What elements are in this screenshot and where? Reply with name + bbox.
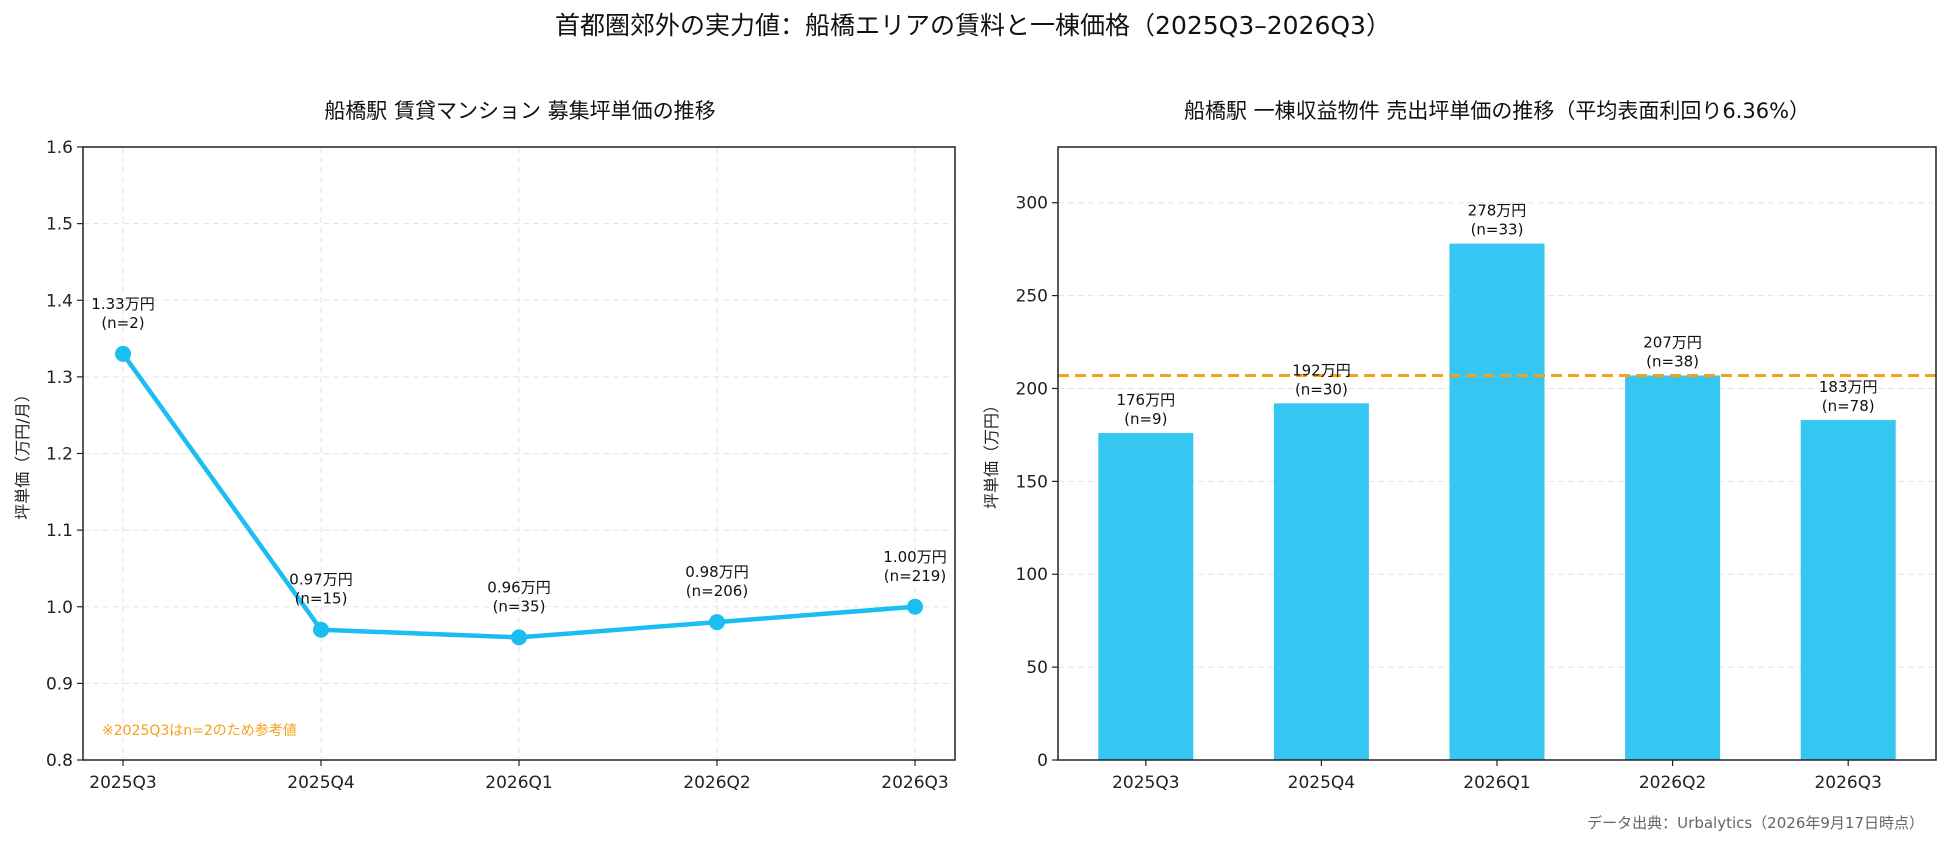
x-tick-label: 2026Q1 [1463,773,1530,793]
y-tick-label: 150 [1016,472,1048,492]
source-note: データ出典：Urbalytics（2026年9月17日時点） [1587,814,1924,832]
bar-chart-panel: 船橋駅 一棟収益物件 売出坪単価の推移（平均表面利回り6.36%） 0 50 100… [982,99,1937,793]
data-count-label: (n=219) [884,567,946,585]
line-chart-data-labels: 1.33万円(n=2) 0.97万円(n=15) 0.96万円(n=35) 0.98万… [91,295,946,616]
x-tick-label: 2025Q3 [1112,773,1179,793]
x-tick-label: 2026Q2 [683,773,750,793]
rent-data-point [511,629,527,646]
x-tick-label: 2026Q3 [1814,773,1881,793]
y-tick-label: 0.9 [46,674,73,694]
data-value-label: 0.97万円 [289,571,352,589]
line-chart-axes-frame [82,146,956,761]
y-tick-label: 1.6 [46,138,73,158]
bar-chart-bars [1098,243,1896,760]
data-count-label: (n=15) [295,590,348,608]
bar-value-label: 207万円 [1643,333,1702,351]
y-tick-label: 0.8 [46,751,73,771]
line-chart-title: 船橋駅 賃貸マンション 募集坪単価の推移 [324,99,715,123]
price-bar [1625,375,1721,760]
data-value-label: 1.00万円 [883,548,946,566]
bar-chart-y-ticks: 0 50 100 150 200 250 300 [1016,194,1058,771]
y-tick-label: 0 [1037,751,1048,771]
figure-suptitle: 首都圏郊外の実力値：船橋エリアの賃料と一棟価格（2025Q3–2026Q3） [555,11,1391,40]
line-chart-y-axis-label: 坪単価（万円/月） [13,386,32,519]
y-tick-label: 200 [1016,379,1048,399]
y-tick-label: 1.3 [46,368,73,388]
y-tick-label: 1.5 [46,215,73,235]
x-tick-label: 2025Q4 [287,773,354,793]
price-bar [1098,433,1194,760]
x-tick-label: 2026Q2 [1639,773,1706,793]
data-value-label: 1.33万円 [91,295,154,313]
rent-data-point [115,345,131,362]
bar-value-label: 176万円 [1116,391,1175,409]
bar-value-label: 183万円 [1819,378,1878,396]
x-tick-label: 2025Q3 [89,773,156,793]
rent-data-point [907,598,923,615]
line-chart-gridlines [83,146,955,761]
y-tick-label: 50 [1026,658,1048,678]
price-bar [1273,403,1369,760]
bar-count-label: (n=33) [1471,221,1524,239]
y-tick-label: 1.2 [46,445,73,465]
bar-chart-x-ticks: 2025Q3 2025Q4 2026Q1 2026Q2 2026Q3 [1112,760,1882,793]
data-value-label: 0.96万円 [487,578,550,596]
data-count-label: (n=35) [493,597,546,615]
line-chart-annotation: ※2025Q3はn=2のため参考値 [102,722,297,739]
data-count-label: (n=2) [101,314,144,332]
rent-data-point [709,614,725,631]
y-tick-label: 300 [1016,194,1048,214]
bar-chart-axes-frame [1057,146,1937,761]
y-tick-label: 250 [1016,287,1048,307]
bar-chart-data-labels: 176万円(n=9)192万円(n=30)278万円(n=33)207万円(n=… [1116,202,1877,428]
x-tick-label: 2026Q1 [485,773,552,793]
bar-chart-title: 船橋駅 一棟収益物件 売出坪単価の推移（平均表面利回り6.36%） [1184,99,1810,123]
y-tick-label: 100 [1016,565,1048,585]
line-chart-series [115,345,923,646]
x-tick-label: 2025Q4 [1288,773,1355,793]
price-bar [1800,420,1896,760]
bar-value-label: 278万円 [1468,202,1527,220]
line-chart-x-ticks: 2025Q3 2025Q4 2026Q1 2026Q2 2026Q3 [89,760,949,793]
bar-value-label: 192万円 [1292,361,1351,379]
line-chart-panel: 船橋駅 賃貸マンション 募集坪単価の推移 0.8 0.9 1.0 1.1 1.2 1.3 1… [13,99,956,793]
bar-count-label: (n=38) [1646,352,1699,370]
bar-count-label: (n=30) [1295,380,1348,398]
data-value-label: 0.98万円 [685,563,748,581]
bar-count-label: (n=9) [1124,410,1167,428]
data-count-label: (n=206) [686,582,748,600]
line-chart-y-ticks: 0.8 0.9 1.0 1.1 1.2 1.3 1.4 1.5 1.6 [46,138,83,771]
y-tick-label: 1.1 [46,521,73,541]
x-tick-label: 2026Q3 [881,773,948,793]
rent-data-point [313,621,329,638]
bar-count-label: (n=78) [1822,397,1875,415]
price-bar [1449,243,1545,760]
y-tick-label: 1.4 [46,291,73,311]
bar-chart-y-axis-label: 坪単価（万円） [982,397,1001,509]
y-tick-label: 1.0 [46,598,73,618]
